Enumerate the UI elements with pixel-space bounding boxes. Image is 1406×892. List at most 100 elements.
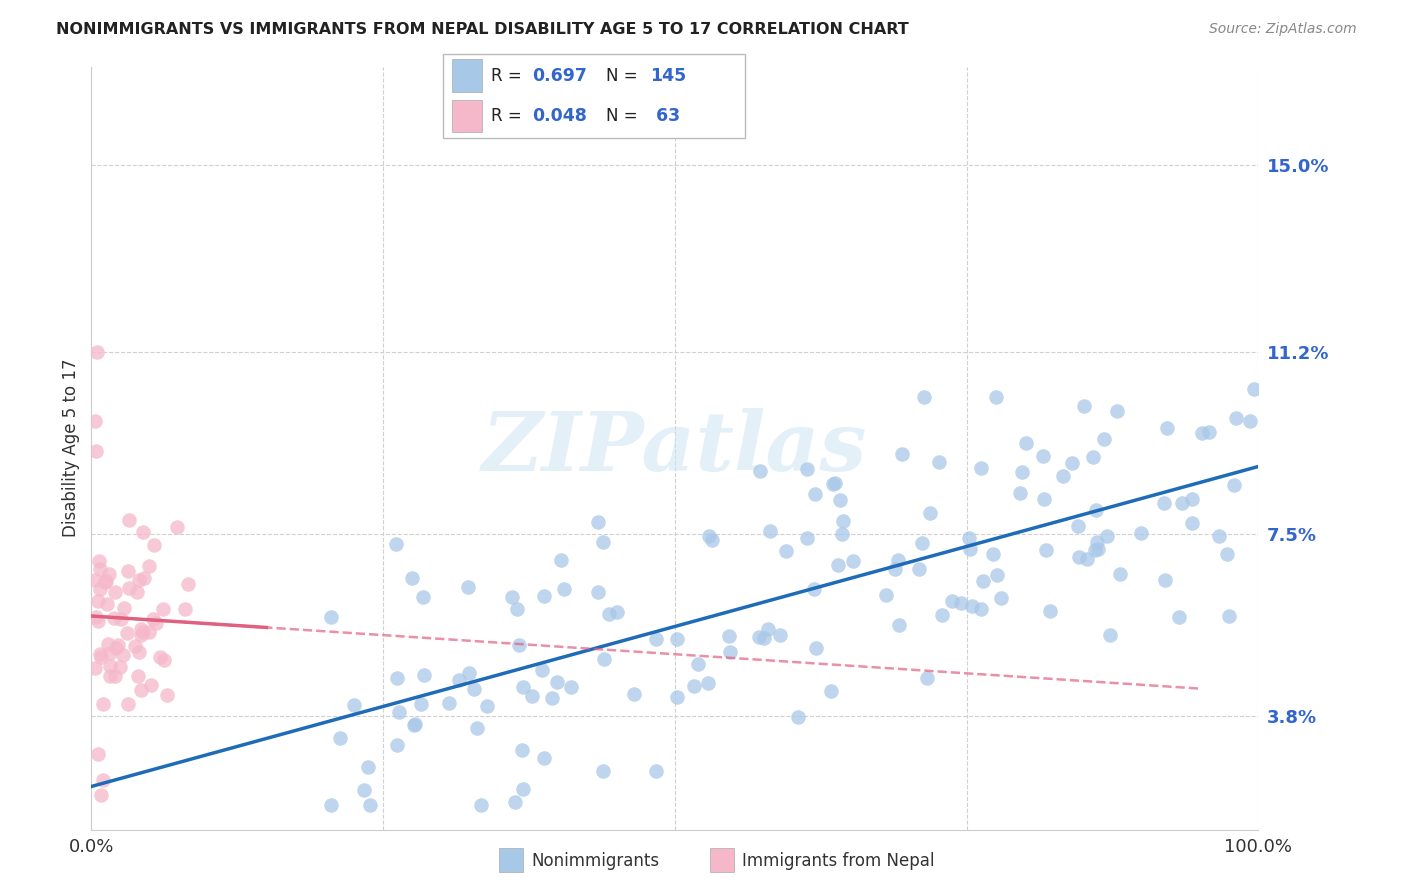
Point — [138, 559, 160, 574]
Point — [1130, 525, 1153, 540]
Point — [503, 795, 526, 809]
Point — [1011, 465, 1033, 479]
Point — [96, 597, 118, 611]
Point — [94, 575, 117, 590]
Point — [86, 594, 108, 608]
Point — [531, 663, 554, 677]
Point — [152, 601, 174, 615]
Point — [1181, 516, 1204, 531]
Point — [98, 646, 121, 660]
Point — [104, 585, 127, 599]
Point — [98, 567, 121, 582]
Point — [437, 696, 460, 710]
Point — [402, 718, 425, 732]
Point — [986, 568, 1008, 582]
Point — [117, 564, 139, 578]
Point — [592, 764, 614, 778]
Point — [752, 631, 775, 645]
Point — [1087, 542, 1109, 557]
Point — [1154, 573, 1177, 587]
Point — [512, 680, 534, 694]
Point — [696, 676, 718, 690]
Point — [328, 731, 350, 745]
Point — [533, 589, 555, 603]
Point — [138, 624, 160, 639]
Point — [470, 797, 492, 812]
Point — [117, 697, 139, 711]
Point — [103, 610, 125, 624]
Point — [804, 487, 827, 501]
Point — [132, 525, 155, 540]
Point — [94, 574, 117, 588]
Text: R =: R = — [491, 107, 527, 125]
Point — [87, 614, 110, 628]
Text: Immigrants from Nepal: Immigrants from Nepal — [742, 852, 935, 870]
Point — [887, 618, 910, 632]
Point — [174, 601, 197, 615]
Point — [321, 609, 343, 624]
Text: Source: ZipAtlas.com: Source: ZipAtlas.com — [1209, 22, 1357, 37]
Point — [972, 574, 994, 588]
Point — [959, 541, 981, 556]
Point — [1168, 609, 1191, 624]
Text: N =: N = — [606, 67, 643, 85]
Point — [413, 667, 436, 681]
Point — [387, 706, 409, 720]
Point — [645, 632, 668, 646]
Point — [91, 773, 114, 788]
Point — [928, 455, 950, 469]
Point — [1069, 550, 1091, 565]
Point — [145, 615, 167, 630]
Text: R =: R = — [491, 67, 527, 85]
Point — [1015, 435, 1038, 450]
Point — [128, 573, 150, 587]
Point — [831, 526, 853, 541]
Point — [1085, 535, 1108, 549]
Point — [1181, 491, 1204, 506]
Point — [91, 697, 114, 711]
Point — [1085, 503, 1108, 517]
Point — [84, 443, 107, 458]
Point — [1092, 432, 1115, 446]
Point — [1218, 609, 1240, 624]
Point — [875, 588, 897, 602]
Point — [623, 687, 645, 701]
Point — [550, 553, 572, 567]
Point — [931, 608, 953, 623]
Point — [1223, 477, 1246, 491]
Point — [512, 781, 534, 796]
Text: ZIPatlas: ZIPatlas — [482, 409, 868, 488]
Point — [686, 657, 709, 671]
Point — [124, 639, 146, 653]
Point — [129, 683, 152, 698]
Point — [890, 446, 912, 460]
Point — [831, 514, 853, 528]
Point — [463, 682, 485, 697]
Point — [90, 649, 112, 664]
Point — [598, 607, 620, 622]
Point — [1239, 414, 1261, 428]
Point — [357, 760, 380, 774]
Point — [1153, 496, 1175, 510]
Point — [592, 535, 614, 549]
Point — [533, 751, 555, 765]
Point — [90, 788, 112, 802]
Point — [83, 573, 105, 587]
Point — [98, 658, 121, 673]
Point — [560, 680, 582, 694]
Point — [586, 515, 609, 529]
Point — [1073, 400, 1095, 414]
Point — [1032, 449, 1054, 463]
Point — [115, 626, 138, 640]
Point — [319, 797, 342, 812]
Point — [756, 622, 779, 636]
Point — [1076, 551, 1098, 566]
Point — [142, 537, 165, 551]
Point — [830, 492, 852, 507]
Text: 145: 145 — [650, 67, 686, 85]
Point — [1052, 469, 1074, 483]
Point — [176, 576, 198, 591]
Point — [803, 582, 825, 596]
Point — [87, 554, 110, 568]
Point — [449, 673, 471, 687]
